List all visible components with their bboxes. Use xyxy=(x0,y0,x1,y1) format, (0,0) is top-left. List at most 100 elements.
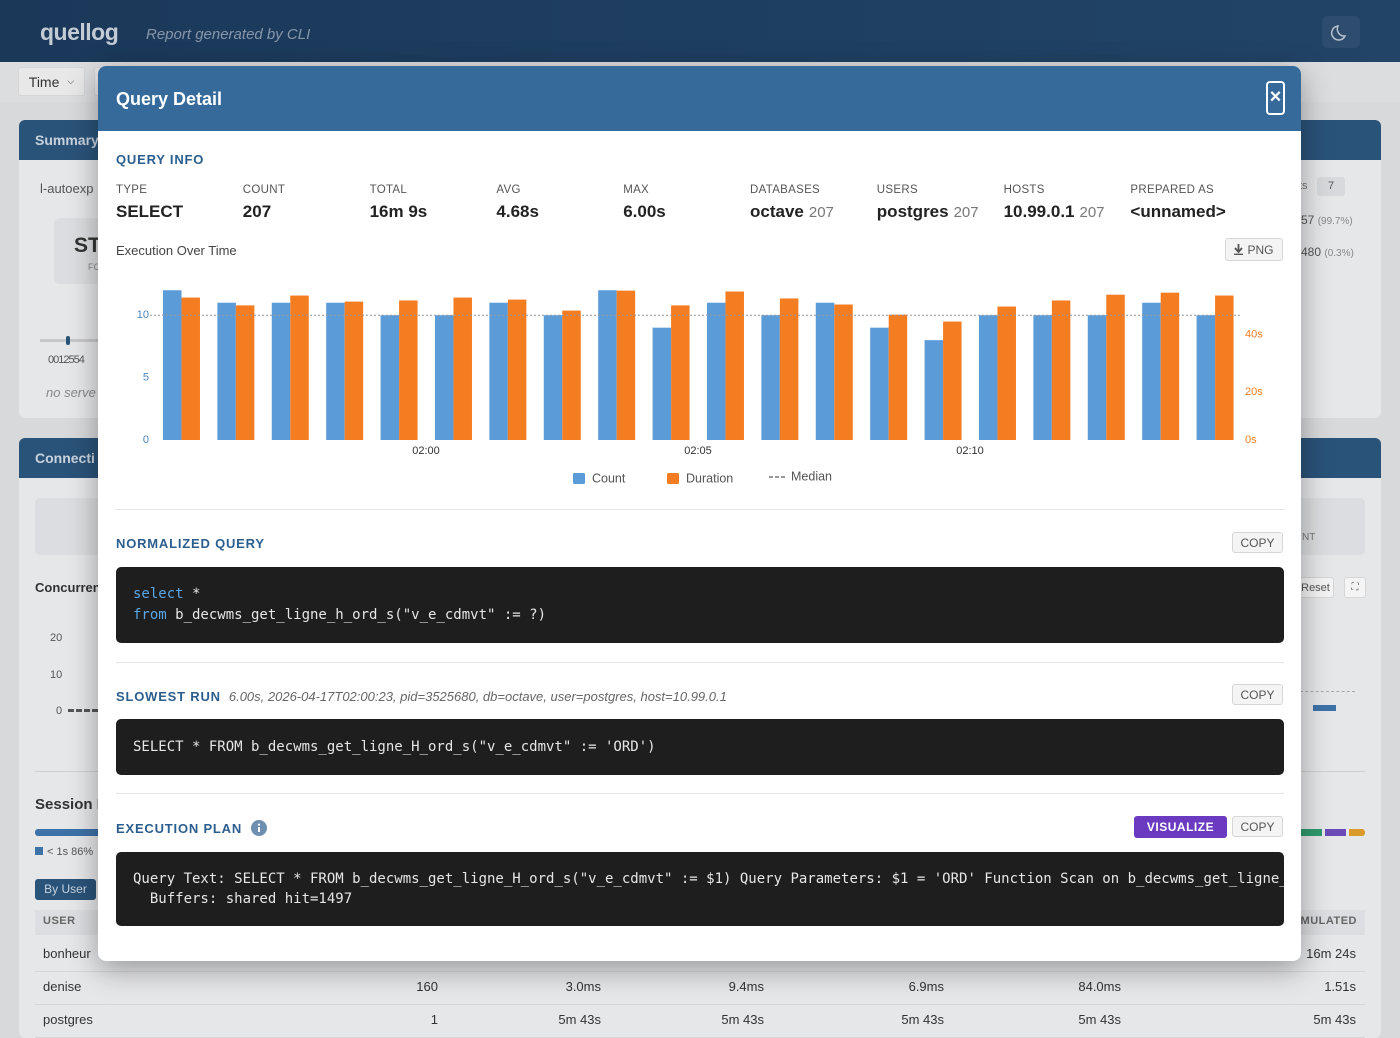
png-button[interactable]: PNG xyxy=(1225,238,1283,261)
bar xyxy=(1106,294,1125,440)
value: 57 xyxy=(1301,213,1315,227)
stat-value: 10.99.0.1 207 xyxy=(1004,202,1105,222)
chart-title: Concurren xyxy=(35,580,101,595)
y-tick-label: 10 xyxy=(137,309,149,321)
bar xyxy=(1313,705,1336,711)
count: 207 xyxy=(1079,204,1105,221)
divider xyxy=(116,793,1284,794)
stat-label: COUNT xyxy=(242,184,286,196)
bar xyxy=(1087,315,1107,440)
bar xyxy=(326,302,345,440)
y2-tick-label: 40s xyxy=(1245,328,1263,340)
bar xyxy=(507,299,527,440)
bar xyxy=(1196,315,1216,440)
count: 207 xyxy=(953,204,979,221)
th-user: USER xyxy=(43,915,76,927)
section-heading: NORMALIZED QUERY xyxy=(116,536,265,551)
time-select[interactable]: Time ⌵ xyxy=(18,67,85,96)
cell-last: 5m 43s xyxy=(1313,1012,1356,1027)
value: 6.00s xyxy=(623,202,666,221)
logo: quellog xyxy=(40,19,119,45)
cell: 160 xyxy=(416,979,438,994)
row-line xyxy=(35,1004,1365,1005)
events-badge: 7 xyxy=(1317,177,1345,196)
code-line: Buffers: shared hit=1497 xyxy=(133,891,353,907)
legend-label: Median xyxy=(791,469,832,483)
swatch xyxy=(35,847,43,855)
cell: 5m 43s xyxy=(721,1012,764,1027)
cell-user: bonheur xyxy=(43,946,91,961)
bar xyxy=(924,340,944,440)
value: 10.99.0.1 xyxy=(1003,202,1075,221)
bar xyxy=(543,315,563,440)
bar xyxy=(616,290,636,440)
cell-user: postgres xyxy=(43,1012,93,1027)
session-bar xyxy=(35,829,98,836)
theme-toggle[interactable] xyxy=(1322,16,1360,48)
modal-title: Query Detail xyxy=(116,89,223,109)
stat-label: AVG xyxy=(496,184,521,196)
copy-button[interactable]: COPY xyxy=(1232,816,1283,837)
reset-button[interactable]: Reset xyxy=(1297,577,1334,598)
session-bar xyxy=(1325,829,1346,836)
close-button[interactable]: × xyxy=(1266,81,1285,115)
stat: ST xyxy=(74,234,101,257)
top-bar: quellog Report generated by CLI xyxy=(0,0,1400,62)
bar xyxy=(453,297,472,440)
bar xyxy=(761,315,780,440)
bar xyxy=(815,302,835,440)
plan-heading-row: EXECUTION PLAN xyxy=(116,820,268,836)
section-heading: QUERY INFO xyxy=(116,152,205,167)
value: <unnamed> xyxy=(1130,202,1226,221)
bar xyxy=(235,305,255,440)
count: 207 xyxy=(808,204,834,221)
stat-value: octave 207 xyxy=(750,202,834,222)
stat-value: SELECT xyxy=(116,202,183,222)
subtitle: Report generated by CLI xyxy=(146,26,311,43)
y-tick-label: 0 xyxy=(143,434,149,446)
slowest-query: SELECT * FROM b_decwms_get_ligne_H_ord_s… xyxy=(116,719,1284,775)
visualize-button[interactable]: VISUALIZE xyxy=(1134,816,1227,838)
bar xyxy=(706,302,726,440)
y2-tick-label: 0s xyxy=(1245,434,1257,446)
legend-label: Duration xyxy=(686,471,733,485)
legend-text: < 1s 86% xyxy=(47,846,94,858)
keyword: from xyxy=(133,607,167,623)
expand-button[interactable]: ⛶ xyxy=(1344,577,1366,598)
x-tick-label: 02:10 xyxy=(956,445,984,457)
code-text: * xyxy=(183,586,201,602)
legend-label: Count xyxy=(592,471,626,485)
bar xyxy=(598,290,617,440)
bar xyxy=(1033,315,1052,440)
bar xyxy=(652,327,672,440)
by-user-tab[interactable]: By User xyxy=(35,879,96,900)
keyword: select xyxy=(133,586,184,602)
slowest-heading-row: SLOWEST RUN 6.00s, 2026-04-17T02:00:23, p… xyxy=(116,688,727,706)
bar xyxy=(779,298,799,440)
bar xyxy=(834,304,853,440)
section-heading: SLOWEST RUN xyxy=(116,689,221,704)
copy-button[interactable]: COPY xyxy=(1232,684,1283,705)
query-detail-modal: Query Detail × QUERY INFO TYPE SELECT COUN… xyxy=(98,66,1301,961)
copy-button[interactable]: COPY xyxy=(1232,532,1283,553)
time-label: Time xyxy=(28,73,60,90)
modal-header: Query Detail × xyxy=(98,66,1301,131)
info-icon[interactable] xyxy=(251,820,268,836)
stat-value: 6.00s xyxy=(623,202,666,222)
session-bar xyxy=(1300,829,1322,836)
cell: 5m 43s xyxy=(558,1012,601,1027)
chart-title: Execution Over Time xyxy=(116,243,237,258)
cell: 5m 43s xyxy=(1078,1012,1121,1027)
cell-last: 1.51s xyxy=(1324,979,1356,994)
cell: 84.0ms xyxy=(1078,979,1121,994)
x-tick-label: 02:00 xyxy=(412,445,440,457)
stat-label: HOSTS xyxy=(1003,184,1045,196)
cell: 9.4ms xyxy=(728,979,764,994)
cell: 1 xyxy=(430,1012,438,1027)
bar xyxy=(399,300,418,440)
divider xyxy=(116,662,1284,663)
bar xyxy=(344,301,364,440)
pct: (99.7%) xyxy=(1317,216,1353,227)
value: SELECT xyxy=(116,202,184,221)
